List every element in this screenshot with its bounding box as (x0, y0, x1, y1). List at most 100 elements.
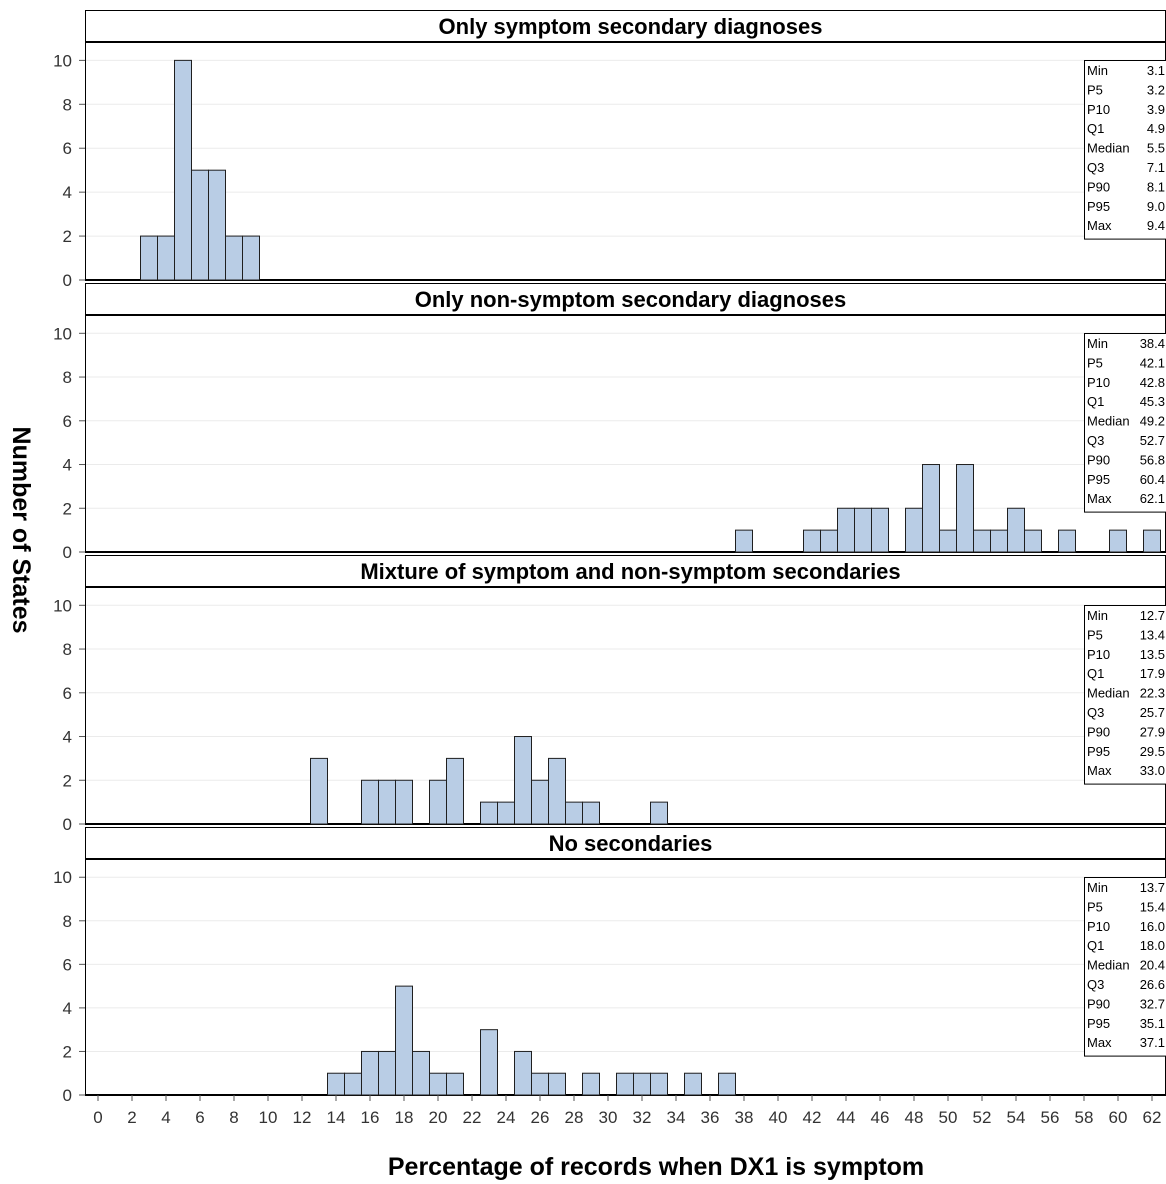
stat-label: Max (1087, 491, 1112, 506)
stat-value: 62.1 (1140, 491, 1165, 506)
stats-inset-box (1084, 877, 1166, 1057)
x-tick-label: 12 (293, 1108, 312, 1127)
x-tick-label: 56 (1041, 1108, 1060, 1127)
histogram-bar (429, 1072, 447, 1096)
stat-label: Q3 (1087, 433, 1104, 448)
histogram-bar (157, 235, 175, 281)
stat-value: 25.7 (1140, 705, 1165, 720)
panels-group: Only symptom secondary diagnoses 0 2 4 6 8 10 M… (53, 10, 1166, 1105)
stat-value: 9.4 (1147, 218, 1165, 233)
stat-label: P10 (1087, 102, 1110, 117)
y-tick-label: 2 (63, 1042, 72, 1061)
x-tick-label: 18 (395, 1108, 414, 1127)
histogram-bar (378, 779, 396, 825)
histogram-bar (310, 757, 328, 825)
histogram-bar (854, 507, 872, 553)
stat-label: Min (1087, 63, 1108, 78)
stat-label: Median (1087, 686, 1130, 701)
x-tick-label: 40 (769, 1108, 788, 1127)
histogram-bar (939, 529, 957, 553)
panel-frame (85, 827, 1166, 1096)
stat-label: Min (1087, 880, 1108, 895)
x-axis-title: Percentage of records when DX1 is sympto… (388, 1153, 924, 1181)
stat-value: 7.1 (1147, 160, 1165, 175)
y-tick-label: 8 (63, 95, 72, 114)
panel-title: No secondaries (549, 831, 713, 856)
histogram-bar (480, 801, 498, 825)
y-tick-label: 2 (63, 499, 72, 518)
x-tick-label: 8 (229, 1108, 238, 1127)
stat-label: P90 (1087, 724, 1110, 739)
histogram-bar (735, 529, 753, 553)
y-tick-label: 4 (63, 728, 72, 747)
histogram-bar (208, 169, 226, 281)
panel-frame (85, 555, 1166, 825)
stat-label: P90 (1087, 452, 1110, 467)
histogram-bar (446, 1072, 464, 1096)
stat-value: 16.0 (1140, 919, 1165, 934)
stat-label: P95 (1087, 1016, 1110, 1031)
x-tick-label: 54 (1007, 1108, 1026, 1127)
panel-title: Only symptom secondary diagnoses (439, 14, 823, 39)
stats-inset-box (1084, 333, 1166, 513)
y-tick-label: 10 (53, 51, 72, 70)
stat-value: 20.4 (1140, 958, 1165, 973)
histogram-bar (480, 1029, 498, 1096)
stat-value: 29.5 (1140, 744, 1165, 759)
x-tick-label: 48 (905, 1108, 924, 1127)
y-tick-label: 6 (63, 139, 72, 158)
stat-value: 13.4 (1140, 627, 1165, 642)
x-tick-label: 58 (1075, 1108, 1094, 1127)
histogram-bar (1143, 529, 1161, 553)
histogram-bar (225, 235, 243, 281)
panel-3: Mixture of symptom and non-symptom secon… (53, 555, 1166, 834)
histogram-bar (871, 507, 889, 553)
x-tick-label: 24 (497, 1108, 516, 1127)
x-tick-label: 36 (701, 1108, 720, 1127)
stat-label: P5 (1087, 899, 1103, 914)
x-tick-label: 34 (667, 1108, 686, 1127)
y-tick-label: 4 (63, 183, 72, 202)
stat-value: 3.1 (1147, 63, 1165, 78)
stat-label: P5 (1087, 355, 1103, 370)
histogram-bar (446, 757, 464, 825)
stat-value: 33.0 (1140, 763, 1165, 778)
x-tick-label: 38 (735, 1108, 754, 1127)
y-tick-label: 10 (53, 324, 72, 343)
stat-value: 17.9 (1140, 666, 1165, 681)
panel-frame (85, 283, 1166, 553)
histogram-bar (395, 779, 413, 825)
stat-value: 26.6 (1140, 977, 1165, 992)
stat-label: Q3 (1087, 705, 1104, 720)
panel-2: Only non-symptom secondary diagnoses 0 2 4 6… (53, 283, 1166, 562)
stat-label: Max (1087, 218, 1112, 233)
stat-value: 49.2 (1140, 414, 1165, 429)
x-tick-label: 44 (837, 1108, 856, 1127)
histogram-bar (429, 779, 447, 825)
histogram-bar (718, 1072, 736, 1096)
stat-label: P90 (1087, 179, 1110, 194)
stat-label: P10 (1087, 375, 1110, 390)
histogram-bar (990, 529, 1008, 553)
stat-label: P90 (1087, 996, 1110, 1011)
histogram-bar (1007, 507, 1025, 553)
stats-inset-box (1084, 60, 1166, 240)
x-tick-label: 16 (361, 1108, 380, 1127)
histogram-bar (174, 59, 192, 281)
stat-label: Median (1087, 958, 1130, 973)
x-tick-label: 52 (973, 1108, 992, 1127)
histogram-bar (412, 1050, 430, 1096)
stats-inset: Min 3.1 P5 3.2 P10 3.9 Q1 4.9 Median 5.5 Q3 7.1 P90 8… (1084, 60, 1166, 240)
stat-value: 22.3 (1140, 686, 1165, 701)
histogram-bar (531, 1072, 549, 1096)
stats-inset: Min 12.7 P5 13.4 P10 13.5 Q1 17.9 Median 22.3 Q3 25… (1084, 605, 1166, 785)
stat-label: P95 (1087, 199, 1110, 214)
histogram-bar (395, 985, 413, 1096)
y-tick-label: 8 (63, 640, 72, 659)
x-tick-label: 26 (531, 1108, 550, 1127)
histogram-bar (548, 1072, 566, 1096)
x-tick-label: 32 (633, 1108, 652, 1127)
stat-value: 27.9 (1140, 724, 1165, 739)
stat-value: 4.9 (1147, 121, 1165, 136)
stat-value: 42.1 (1140, 355, 1165, 370)
